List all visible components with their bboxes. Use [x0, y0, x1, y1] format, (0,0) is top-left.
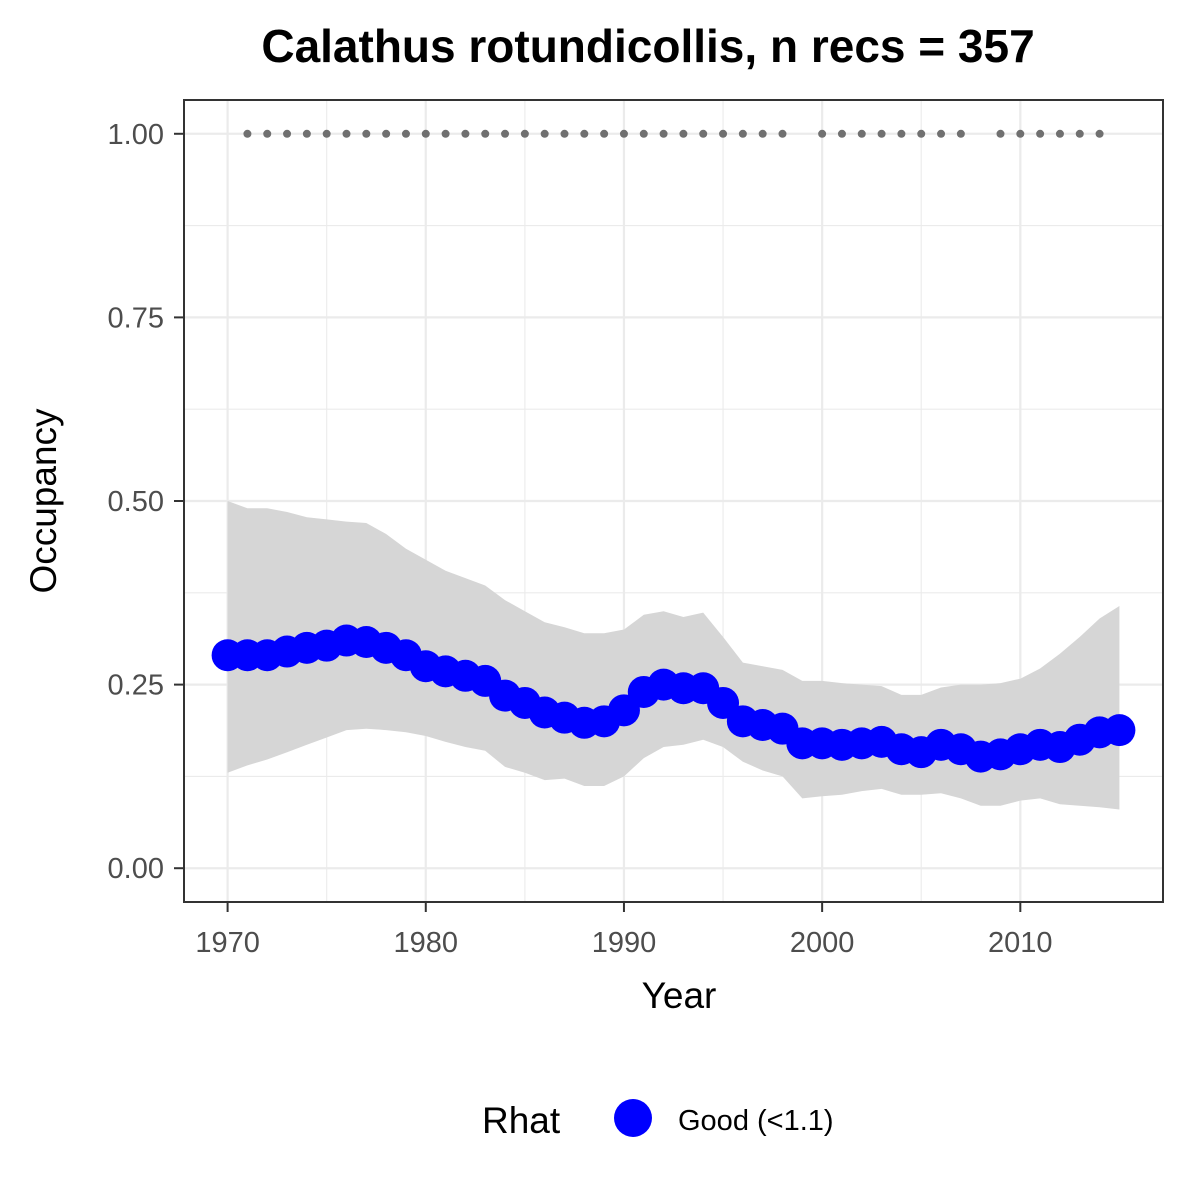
record-dot [401, 129, 410, 138]
y-tick-label: 0.00 [108, 853, 164, 885]
record-dot [322, 129, 331, 138]
record-dot [778, 129, 787, 138]
record-dot [639, 129, 648, 138]
record-dot [619, 129, 628, 138]
chart-title: Calathus rotundicollis, n recs = 357 [261, 20, 1034, 72]
record-dot [302, 129, 311, 138]
legend-title: Rhat [482, 1100, 561, 1141]
record-dots-layer [243, 129, 1104, 138]
record-dot [877, 129, 886, 138]
record-dot [937, 129, 946, 138]
record-dot [996, 129, 1005, 138]
x-tick-label: 1970 [195, 927, 260, 959]
x-tick-label: 2010 [988, 927, 1053, 959]
confidence-band-layer [227, 501, 1120, 810]
record-dot [283, 129, 292, 138]
record-dot [560, 129, 569, 138]
record-dot [461, 129, 470, 138]
series-point [1103, 714, 1136, 747]
legend-label: Good (<1.1) [678, 1105, 834, 1137]
record-dot [837, 129, 846, 138]
record-dot [263, 129, 272, 138]
record-dot [956, 129, 965, 138]
record-dot [580, 129, 589, 138]
record-dot [342, 129, 351, 138]
y-tick-label: 0.25 [108, 670, 164, 702]
record-dot [382, 129, 391, 138]
series-layer [211, 624, 1136, 773]
y-tick-label: 1.00 [108, 119, 164, 151]
confidence-band [227, 501, 1120, 810]
record-dot [738, 129, 747, 138]
y-tick-label: 0.75 [108, 302, 164, 334]
record-dot [481, 129, 490, 138]
record-dot [758, 129, 767, 138]
legend: Rhat Good (<1.1) [482, 1099, 834, 1141]
legend-key-marker [614, 1099, 652, 1137]
record-dot [1036, 129, 1045, 138]
record-dot [362, 129, 371, 138]
record-dot [501, 129, 510, 138]
record-dot [1075, 129, 1084, 138]
record-dot [1095, 129, 1104, 138]
record-dot [520, 129, 529, 138]
y-tick-label: 0.50 [108, 486, 164, 518]
record-dot [699, 129, 708, 138]
record-dot [243, 129, 252, 138]
record-dot [540, 129, 549, 138]
record-dot [421, 129, 430, 138]
x-axis-title: Year [642, 975, 717, 1016]
record-dot [1016, 129, 1025, 138]
x-tick-label: 1980 [394, 927, 459, 959]
y-axis: 0.00 0.25 0.50 0.75 1.00 [108, 119, 184, 885]
x-tick-label: 1990 [592, 927, 657, 959]
record-dot [719, 129, 728, 138]
record-dot [1055, 129, 1064, 138]
y-axis-title: Occupancy [23, 408, 64, 594]
record-dot [857, 129, 866, 138]
x-tick-label: 2000 [790, 927, 855, 959]
record-dot [897, 129, 906, 138]
record-dot [917, 129, 926, 138]
record-dot [441, 129, 450, 138]
record-dot [679, 129, 688, 138]
record-dot [600, 129, 609, 138]
x-axis: 1970 1980 1990 2000 2010 [195, 902, 1053, 959]
record-dot [659, 129, 668, 138]
record-dot [818, 129, 827, 138]
